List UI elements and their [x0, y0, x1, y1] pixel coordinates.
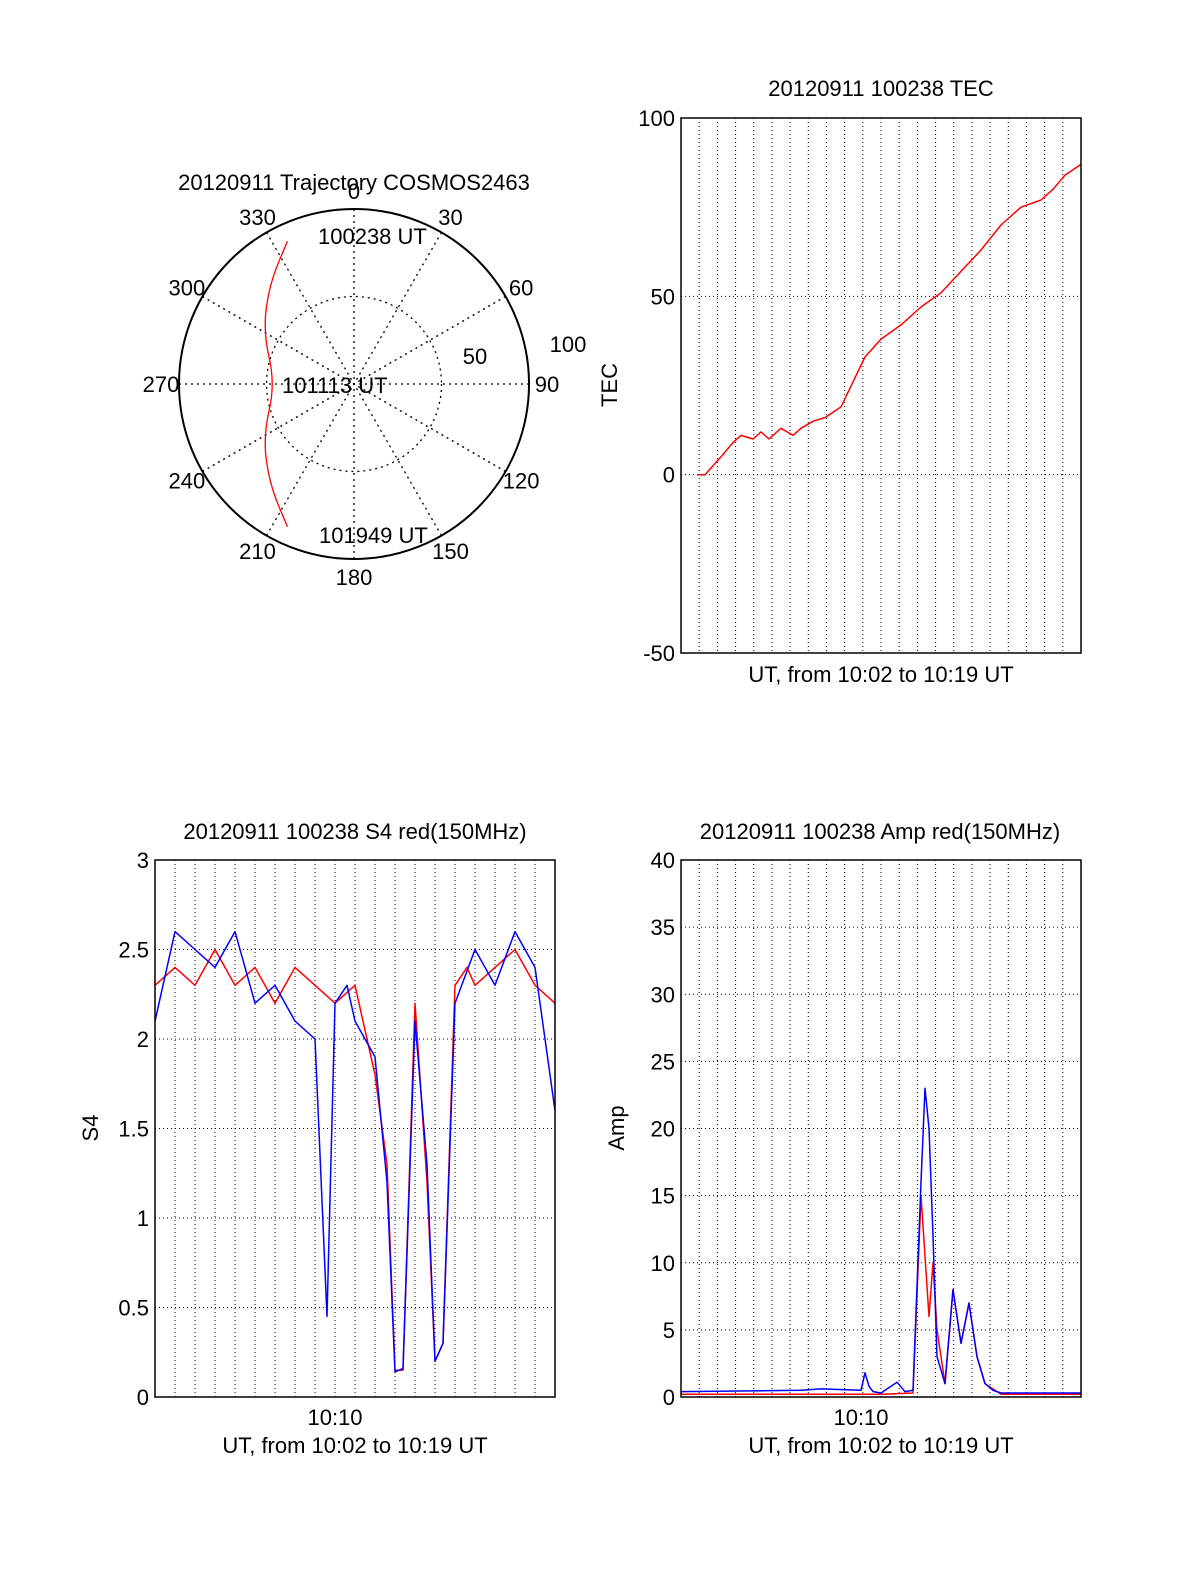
tec-y-ticks: 100 50 0 -50 [638, 106, 675, 666]
satellite-track [264, 241, 289, 527]
s4-y-tick-label: 1 [137, 1206, 149, 1231]
amp-grid [681, 860, 1081, 1397]
s4-series [154, 930, 556, 1373]
polar-outer-circle [178, 208, 530, 560]
amp-series-line-1 [680, 1087, 1081, 1394]
track-start-label: 100238 UT [318, 224, 427, 249]
tec-panel: 20120911 100238 TEC 100 50 0 -50 UT, from 1… [597, 76, 1082, 687]
amp-x-axis-label: UT, from 10:02 to 10:19 UT [748, 1433, 1013, 1458]
polar-spoke [265, 232, 443, 536]
amp-y-tick-label: 10 [651, 1251, 675, 1276]
azimuth-label: 90 [535, 372, 559, 397]
tec-series [697, 163, 1082, 476]
tec-title: 20120911 100238 TEC [768, 76, 994, 101]
amp-plot-frame [680, 859, 1082, 1398]
amp-y-tick-label: 25 [651, 1049, 675, 1074]
amp-y-ticks: 40 35 30 25 20 15 10 5 0 [651, 848, 675, 1410]
azimuth-label: 0 [348, 179, 360, 204]
azimuth-label: 270 [143, 372, 180, 397]
s4-y-ticks: 3 2.5 2 1.5 1 0.5 0 [118, 848, 149, 1410]
tec-series-line-0 [697, 163, 1082, 476]
azimuth-label: 330 [239, 205, 276, 230]
s4-y-tick-label: 1.5 [118, 1117, 149, 1142]
s4-y-tick-label: 2 [137, 1027, 149, 1052]
s4-x-axis-label: UT, from 10:02 to 10:19 UT [222, 1433, 487, 1458]
azimuth-label: 60 [509, 276, 533, 301]
s4-title: 20120911 100238 S4 red(150MHz) [183, 819, 526, 844]
amp-panel: 20120911 100238 Amp red(150MHz) 40 35 30 25… [604, 819, 1082, 1458]
amp-y-tick-label: 15 [651, 1184, 675, 1209]
s4-y-tick-label: 0 [137, 1385, 149, 1410]
s4-x-tick-label: 10:10 [307, 1405, 362, 1430]
s4-series-line-1 [154, 930, 556, 1373]
azimuth-label: 300 [168, 276, 205, 301]
track-mid-label: 101113 UT [282, 373, 388, 398]
tec-x-axis-label: UT, from 10:02 to 10:19 UT [748, 662, 1013, 687]
amp-x-tick-label: 10:10 [833, 1405, 888, 1430]
azimuth-label: 120 [503, 469, 540, 494]
polar-circle-50 [265, 295, 443, 473]
azimuth-label: 210 [239, 539, 276, 564]
tec-plot-frame [680, 117, 1082, 654]
amp-series [680, 1087, 1081, 1396]
azimuth-label: 240 [168, 469, 205, 494]
azimuth-labels: 0 30 60 90 120 150 180 210 240 270 300 330 [143, 179, 560, 590]
tec-y-tick-label: 50 [651, 284, 675, 309]
radius-label-50: 50 [463, 344, 487, 369]
amp-y-tick-label: 5 [663, 1318, 675, 1343]
s4-y-tick-label: 3 [137, 848, 149, 873]
azimuth-label: 30 [438, 205, 462, 230]
radius-label-100: 100 [550, 332, 587, 357]
trajectory-title: 20120911 Trajectory COSMOS2463 [178, 170, 530, 195]
tec-y-tick-label: -50 [643, 641, 675, 666]
s4-y-tick-label: 2.5 [118, 938, 149, 963]
polar-grid [179, 209, 529, 559]
amp-y-tick-label: 35 [651, 915, 675, 940]
tec-grid [681, 118, 1081, 653]
amp-y-tick-label: 30 [651, 982, 675, 1007]
azimuth-label: 150 [432, 539, 469, 564]
s4-y-axis-label: S4 [78, 1115, 103, 1142]
azimuth-label: 180 [336, 565, 373, 590]
tec-y-tick-label: 100 [638, 106, 675, 131]
track-end-label: 101949 UT [319, 523, 428, 548]
amp-y-tick-label: 20 [651, 1117, 675, 1142]
tec-y-axis-label: TEC [597, 363, 622, 407]
amp-title: 20120911 100238 Amp red(150MHz) [700, 819, 1060, 844]
amp-y-tick-label: 0 [663, 1385, 675, 1410]
amp-y-axis-label: Amp [604, 1105, 629, 1150]
tec-y-tick-label: 0 [663, 463, 675, 488]
s4-plot-frame [154, 859, 556, 1398]
s4-y-tick-label: 0.5 [118, 1296, 149, 1321]
amp-y-tick-label: 40 [651, 848, 675, 873]
s4-grid [155, 860, 555, 1397]
s4-panel: 20120911 100238 S4 red(150MHz) 3 2.5 2 1.5 1… [78, 819, 556, 1458]
trajectory-polar-plot: 20120911 Trajectory COSMOS2463 0 30 60 90 12… [143, 170, 587, 590]
